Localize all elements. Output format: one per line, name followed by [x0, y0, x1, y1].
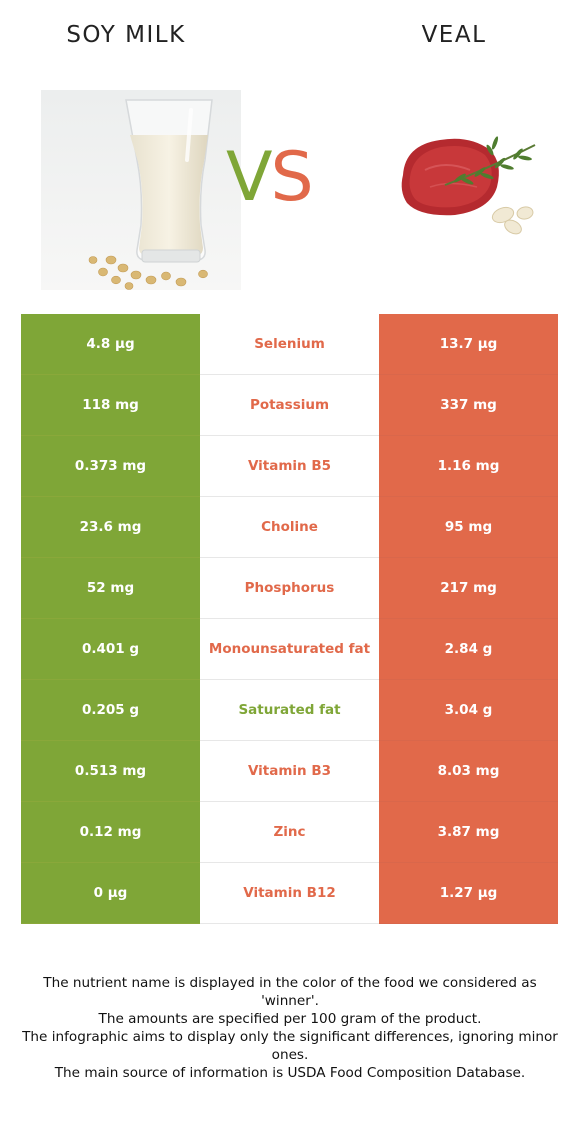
table-row: 0.401 g Monounsaturated fat 2.84 g: [21, 619, 558, 680]
soy-milk-value: 23.6 mg: [21, 497, 200, 558]
soy-milk-value: 4.8 µg: [21, 314, 200, 375]
table-row: 4.8 µg Selenium 13.7 µg: [21, 314, 558, 375]
soy-milk-value: 118 mg: [21, 375, 200, 436]
nutrient-name: Zinc: [200, 802, 379, 862]
soy-milk-value: 52 mg: [21, 558, 200, 619]
nutrient-name: Choline: [200, 497, 379, 557]
veal-value: 95 mg: [379, 497, 558, 558]
veal-value: 13.7 µg: [379, 314, 558, 375]
veal-value: 217 mg: [379, 558, 558, 619]
table-row: 0.12 mg Zinc 3.87 mg: [21, 802, 558, 863]
soy-milk-value: 0.373 mg: [21, 436, 200, 497]
footer-line: The amounts are specified per 100 gram o…: [98, 1011, 482, 1027]
footer-notes: The nutrient name is displayed in the co…: [14, 974, 566, 1082]
comparison-table: 4.8 µg Selenium 13.7 µg 118 mg Potassium 337 …: [21, 314, 558, 924]
vs-label: VS: [226, 138, 314, 217]
vs-v-letter: V: [226, 138, 273, 217]
soy-milk-value: 0.12 mg: [21, 802, 200, 863]
veal-value: 3.87 mg: [379, 802, 558, 863]
nutrient-name: Saturated fat: [200, 680, 379, 740]
table-row: 0 µg Vitamin B12 1.27 µg: [21, 863, 558, 924]
soy-milk-glass-icon: [41, 90, 241, 290]
table-row: 0.513 mg Vitamin B3 8.03 mg: [21, 741, 558, 802]
table-row: 118 mg Potassium 337 mg: [21, 375, 558, 436]
table-row: 0.373 mg Vitamin B5 1.16 mg: [21, 436, 558, 497]
veal-value: 3.04 g: [379, 680, 558, 741]
footer-line: The nutrient name is displayed in the co…: [43, 975, 537, 1009]
veal-value: 8.03 mg: [379, 741, 558, 802]
soy-milk-value: 0.401 g: [21, 619, 200, 680]
veal-value: 1.27 µg: [379, 863, 558, 924]
table-row: 23.6 mg Choline 95 mg: [21, 497, 558, 558]
nutrient-name: Vitamin B3: [200, 741, 379, 801]
nutrient-name: Vitamin B5: [200, 436, 379, 496]
soy-milk-title: SOY MILK: [66, 22, 186, 48]
footer-line: The infographic aims to display only the…: [22, 1029, 558, 1063]
soy-milk-value: 0.513 mg: [21, 741, 200, 802]
nutrient-name: Phosphorus: [200, 558, 379, 618]
veal-value: 1.16 mg: [379, 436, 558, 497]
veal-image: [385, 115, 555, 255]
veal-value: 337 mg: [379, 375, 558, 436]
soy-milk-value: 0 µg: [21, 863, 200, 924]
nutrient-name: Selenium: [200, 314, 379, 374]
nutrient-name: Potassium: [200, 375, 379, 435]
soy-milk-value: 0.205 g: [21, 680, 200, 741]
veal-steak-icon: [401, 136, 536, 235]
table-row: 52 mg Phosphorus 217 mg: [21, 558, 558, 619]
veal-value: 2.84 g: [379, 619, 558, 680]
nutrient-name: Vitamin B12: [200, 863, 379, 923]
veal-title: VEAL: [421, 22, 487, 48]
table-row: 0.205 g Saturated fat 3.04 g: [21, 680, 558, 741]
nutrient-name: Monounsaturated fat: [200, 619, 379, 679]
footer-line: The main source of information is USDA F…: [54, 1065, 526, 1081]
vs-s-letter: S: [270, 138, 314, 217]
soy-milk-image: [41, 90, 241, 290]
